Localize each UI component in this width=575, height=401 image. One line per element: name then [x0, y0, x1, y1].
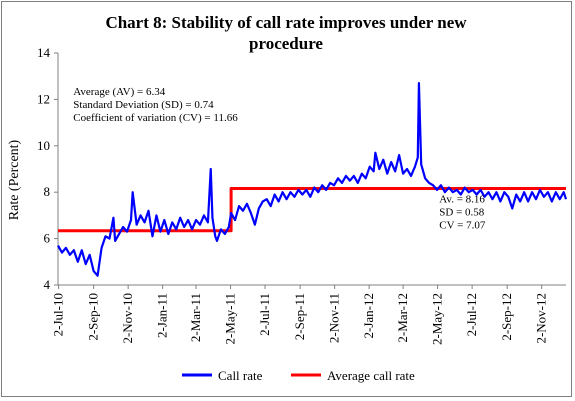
x-tick-label: 2-Sep-12 — [499, 293, 514, 341]
x-tick-label: 2-Sep-11 — [292, 293, 307, 340]
x-tick-label: 2-Nov-12 — [534, 293, 549, 344]
x-tick-label: 2-Jul-10 — [51, 293, 66, 336]
x-tick-label: 2-Nov-10 — [120, 293, 135, 344]
annotation-after-line: Av. = 8.16 — [439, 194, 485, 206]
y-tick-label: 6 — [44, 231, 51, 246]
y-tick-label: 8 — [44, 184, 51, 199]
y-tick-label: 4 — [44, 277, 51, 292]
legend-label-call-rate: Call rate — [218, 368, 263, 383]
x-tick-label: 2-Jan-11 — [155, 293, 170, 338]
y-tick-label: 14 — [37, 45, 51, 60]
legend-label-average-call-rate: Average call rate — [327, 368, 415, 383]
series-layer — [57, 82, 568, 277]
x-tick-label: 2-Jul-12 — [464, 293, 479, 336]
chart-svg: Chart 8: Stability of call rate improves… — [7, 13, 568, 383]
x-tick-label: 2-Nov-11 — [327, 293, 342, 343]
annotation-after-line: SD = 0.58 — [439, 207, 485, 219]
x-tick-label: 2-Mar-11 — [188, 293, 203, 342]
x-axis: 2-Jul-10 2-Sep-10 2-Nov-10 2-Jan-11 2-Mar-11… — [51, 284, 566, 345]
y-axis: 4 6 8 10 12 14 — [37, 45, 59, 292]
x-tick-label: 2-Sep-10 — [86, 293, 101, 341]
annotation-before-line: Coefficient of variation (CV) = 11.66 — [73, 112, 238, 124]
annotation-before-line: Average (AV) = 6.34 — [73, 86, 165, 98]
series-line-call-rate — [57, 82, 568, 277]
x-tick-label: 2-May-11 — [223, 293, 238, 345]
legend: Call rate Average call rate — [182, 368, 415, 383]
x-tick-label: 2-Jan-12 — [361, 293, 376, 339]
chart-title-line-1: Chart 8: Stability of call rate improves… — [105, 13, 467, 32]
annotation-after-line: CV = 7.07 — [439, 220, 486, 232]
x-tick-label: 2-Mar-12 — [395, 293, 410, 343]
y-tick-label: 12 — [37, 91, 50, 106]
y-tick-label: 10 — [37, 138, 50, 153]
x-tick-label: 2-May-12 — [430, 293, 445, 345]
series-line-average-call-rate — [58, 186, 566, 233]
y-axis-label: Rate (Percent) — [7, 139, 22, 220]
annotation-before-line: Standard Deviation (SD) = 0.74 — [73, 99, 214, 111]
chart-title-line-2: procedure — [249, 34, 323, 53]
x-tick-label: 2-Jul-11 — [257, 293, 272, 336]
